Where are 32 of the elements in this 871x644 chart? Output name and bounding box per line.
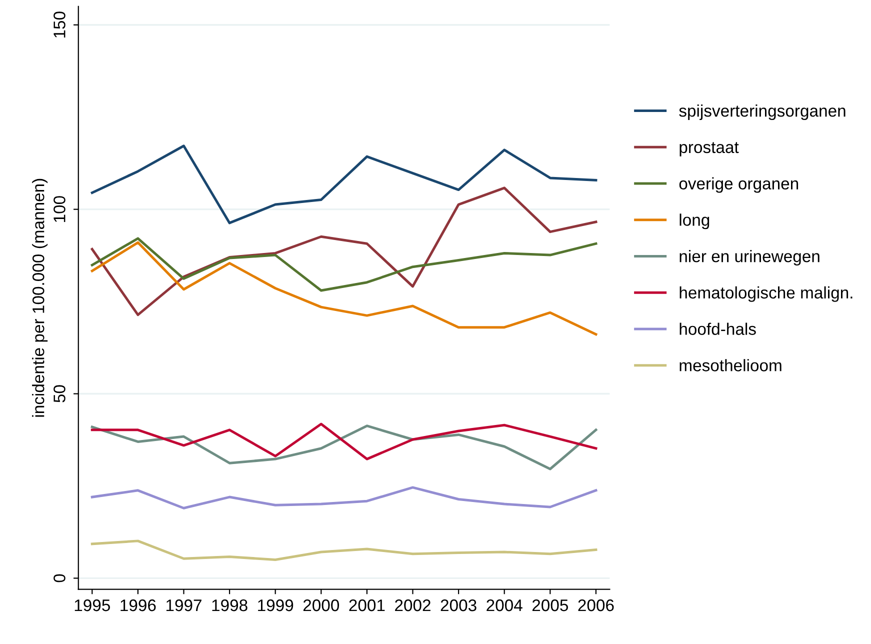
line-series <box>90 144 598 224</box>
line-series <box>90 424 598 470</box>
x-tick-label: 2004 <box>486 599 522 612</box>
legend-label: nier en urinewegen <box>680 250 820 266</box>
x-tick-label: 2005 <box>532 599 568 612</box>
x-tick-label: 1995 <box>74 599 110 612</box>
x-tick-label: 2002 <box>395 599 430 612</box>
legend-label: spijsverteringsorganen <box>679 104 846 120</box>
legend-label: mesothelioom <box>680 359 782 372</box>
x-tick-label: 2006 <box>578 599 614 612</box>
x-tick-label: 1996 <box>120 599 156 612</box>
x-tick-label: 1998 <box>212 599 248 612</box>
line-series <box>90 422 598 460</box>
x-tick-label: 2000 <box>303 599 340 612</box>
line-series <box>90 241 598 336</box>
y-axis-title: incidentie per 100.000 (mannen) <box>32 178 48 417</box>
x-tick-label: 2003 <box>440 599 476 612</box>
y-tick-label: 150 <box>54 12 66 38</box>
legend-label: hoofd-hals <box>680 322 756 335</box>
x-tick-label: 1999 <box>258 599 294 612</box>
line-series <box>90 486 598 510</box>
legend-label: hematologische malign. <box>680 286 852 302</box>
legend-label: long <box>680 214 710 230</box>
y-tick-label: 0 <box>54 574 66 582</box>
legend-label: overige organen <box>679 177 798 193</box>
x-tick-label: 2001 <box>349 599 385 612</box>
y-tick-label: 50 <box>54 385 66 402</box>
line-series <box>90 540 598 561</box>
line-series <box>90 237 598 292</box>
y-tick-label: 100 <box>54 196 66 222</box>
x-tick-label: 1997 <box>166 599 202 612</box>
legend-label: prostaat <box>680 142 739 156</box>
